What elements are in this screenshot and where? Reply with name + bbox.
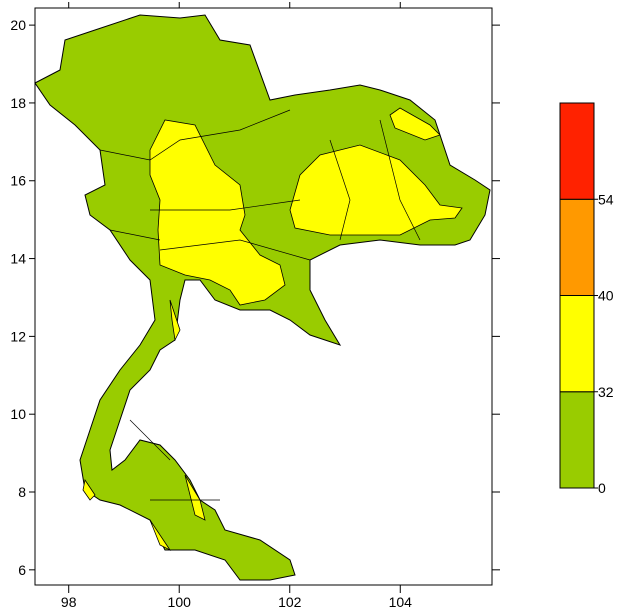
colorbar-segment: [559, 198, 595, 296]
colorbar-label: 32: [598, 384, 614, 400]
plot-frame: [34, 7, 493, 586]
y-tick-label: 8: [18, 484, 26, 500]
x-tick-label: 102: [278, 594, 302, 610]
x-tick-label: 100: [168, 594, 192, 610]
colorbar-label: 40: [598, 288, 614, 304]
colorbar-label: 0: [598, 480, 606, 496]
y-tick-label: 20: [10, 17, 26, 33]
colorbar-label: 54: [598, 191, 614, 207]
border: [99, 109, 421, 501]
colorbar-segment: [559, 295, 595, 393]
y-tick-label: 16: [10, 173, 26, 189]
colorbar-segment: [559, 391, 595, 489]
colorbar-segment: [559, 102, 595, 200]
zone: [184, 474, 206, 521]
borders: [99, 109, 421, 501]
y-tick-label: 10: [10, 406, 26, 422]
zone: [149, 119, 286, 306]
x-tick-label: 98: [61, 594, 77, 610]
y-tick-label: 14: [10, 251, 26, 267]
zone: [389, 107, 441, 141]
y-tick-label: 6: [18, 562, 26, 578]
zone: [289, 144, 463, 236]
y-tick-label: 12: [10, 328, 26, 344]
x-tick-label: 104: [389, 594, 413, 610]
zones: [82, 107, 463, 552]
y-tick-label: 18: [10, 95, 26, 111]
zone: [149, 519, 172, 552]
map-shapes: [34, 14, 491, 581]
zone: [169, 299, 181, 342]
zone: [82, 478, 96, 501]
